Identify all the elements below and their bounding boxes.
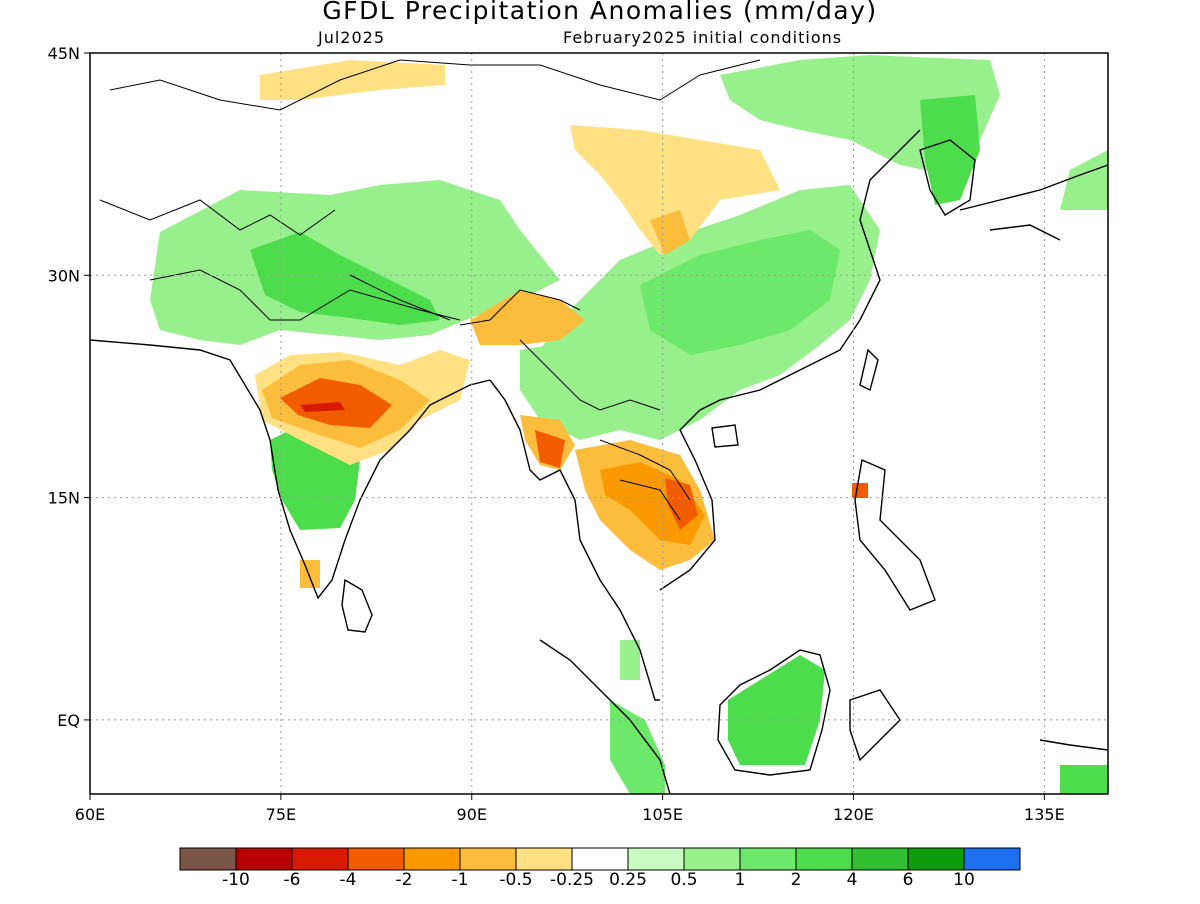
anomaly-wet-japan	[1060, 150, 1108, 210]
colorbar-label: 10	[953, 870, 975, 890]
anomaly-dry-mongolia-china	[570, 125, 780, 255]
hainan	[711, 424, 739, 448]
coastlines	[90, 59, 1108, 794]
anomaly-dry-south-india	[300, 560, 320, 588]
lon-tick-label: 120E	[833, 805, 874, 824]
colorbar	[179, 847, 1021, 871]
india-coast	[90, 339, 491, 600]
anomaly-field	[150, 55, 1108, 794]
colorbar-swatch	[347, 847, 405, 871]
axes: 60E 75E 90E 105E 120E 135E 45N 30N 15N EQ	[48, 44, 1065, 824]
newguinea	[1039, 739, 1108, 751]
colorbar-swatch	[627, 847, 685, 871]
lon-tick-label: 135E	[1024, 805, 1065, 824]
borneo	[717, 649, 831, 776]
colorbar-swatch	[403, 847, 461, 871]
map-title: GFDL Precipitation Anomalies (mm/day)	[322, 0, 878, 25]
colorbar-swatch	[795, 847, 853, 871]
colorbar-label: -1	[451, 870, 469, 890]
colorbar-label: -6	[283, 870, 301, 890]
philippines	[854, 459, 936, 611]
sumatra	[539, 639, 671, 794]
lat-tick-label: 45N	[48, 44, 80, 63]
colorbar-label: 1	[734, 870, 746, 890]
colorbar-label: -0.5	[499, 870, 533, 890]
anomaly-wet-indochina-north	[520, 340, 640, 440]
anomaly-dry-assam	[470, 290, 585, 345]
anomaly-dry-philippines	[852, 483, 868, 498]
anomaly-wet-sumatra	[610, 700, 665, 794]
colorbar-label: 0.25	[609, 870, 647, 890]
colorbar-label: -0.25	[550, 870, 594, 890]
colorbar-swatch	[291, 847, 349, 871]
lat-tick-label: EQ	[57, 711, 80, 730]
lon-tick-label: 90E	[457, 805, 487, 824]
japan	[959, 164, 1108, 241]
srilanka	[341, 578, 373, 633]
lon-tick-label: 105E	[642, 805, 683, 824]
colorbar-swatch	[179, 847, 237, 871]
lon-tick-label: 75E	[266, 805, 296, 824]
colorbar-label: -4	[339, 870, 357, 890]
colorbar-swatch	[907, 847, 965, 871]
colorbar-swatch	[851, 847, 909, 871]
colorbar-swatch	[235, 847, 293, 871]
initial-conditions: February2025 initial conditions	[563, 28, 843, 47]
southeast-asia-coast	[489, 379, 660, 701]
colorbar-label: -2	[395, 870, 413, 890]
plot-frame	[89, 52, 1109, 795]
anomaly-wet-newguinea	[1060, 765, 1108, 794]
colorbar-label: 0.5	[670, 870, 698, 890]
anomaly-dry-kazakh	[260, 60, 445, 100]
anomaly-wet-borneo	[728, 655, 825, 765]
indochina-coast	[659, 129, 921, 591]
anomaly-dry-myanmar-core	[535, 430, 565, 468]
colorbar-label: -10	[222, 870, 250, 890]
colorbar-swatch	[459, 847, 517, 871]
colorbar-swatch	[739, 847, 797, 871]
forecast-month: Jul2025	[318, 28, 386, 47]
lon-tick-label: 60E	[75, 805, 105, 824]
colorbar-label: 4	[846, 870, 858, 890]
anomaly-dry-laos	[665, 478, 698, 530]
anomaly-wet-malaya	[620, 640, 640, 680]
taiwan	[859, 348, 879, 392]
anomaly-wet-china-core	[640, 230, 840, 355]
anomaly-dry-central-india-peak	[300, 402, 345, 412]
colorbar-swatch	[571, 847, 629, 871]
colorbar-swatch	[683, 847, 741, 871]
colorbar-label: 6	[902, 870, 914, 890]
anomaly-dry-inner-china	[650, 210, 690, 255]
lat-tick-label: 15N	[48, 489, 80, 508]
borders	[99, 59, 761, 521]
lat-tick-label: 30N	[48, 266, 80, 285]
gridlines	[90, 53, 1108, 794]
colorbar-swatch	[515, 847, 573, 871]
colorbar-label: 2	[790, 870, 802, 890]
colorbar-swatch	[963, 847, 1021, 871]
anomaly-wet-korea	[920, 95, 980, 205]
korea	[919, 139, 976, 216]
sulawesi	[849, 689, 901, 762]
